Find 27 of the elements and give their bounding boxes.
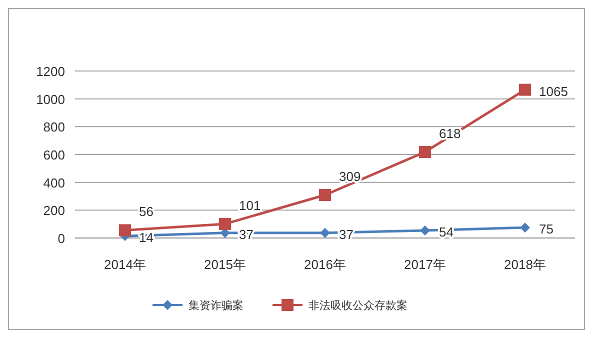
point — [519, 84, 531, 96]
x-tick-label: 2017年 — [404, 257, 446, 272]
data-label: 309 — [339, 168, 361, 184]
data-label: 75 — [539, 222, 554, 237]
y-tick-label: 1000 — [36, 92, 65, 107]
y-tick-label: 800 — [43, 120, 65, 135]
x-tick-label: 2016年 — [304, 257, 346, 272]
data-label: 1065 — [539, 84, 568, 99]
x-tick-label: 2018年 — [504, 257, 546, 272]
point — [320, 228, 330, 238]
x-tick-label: 2015年 — [204, 257, 246, 272]
y-tick-label: 200 — [43, 203, 65, 218]
point — [119, 224, 131, 236]
point — [419, 146, 431, 158]
legend-label: 集资诈骗案 — [188, 299, 244, 312]
data-label: 101 — [239, 198, 261, 213]
x-tick-label: 2014年 — [104, 257, 146, 272]
point — [420, 225, 430, 236]
y-tick-label: 0 — [58, 231, 65, 246]
y-tick-label: 1200 — [36, 64, 65, 79]
data-label: 56 — [139, 204, 154, 220]
point — [219, 218, 231, 230]
point — [520, 222, 530, 233]
legend-label: 非法吸收公众存款案 — [308, 299, 408, 312]
y-tick-label: 600 — [43, 148, 65, 162]
y-tick-label: 400 — [43, 175, 65, 190]
point — [319, 188, 331, 201]
